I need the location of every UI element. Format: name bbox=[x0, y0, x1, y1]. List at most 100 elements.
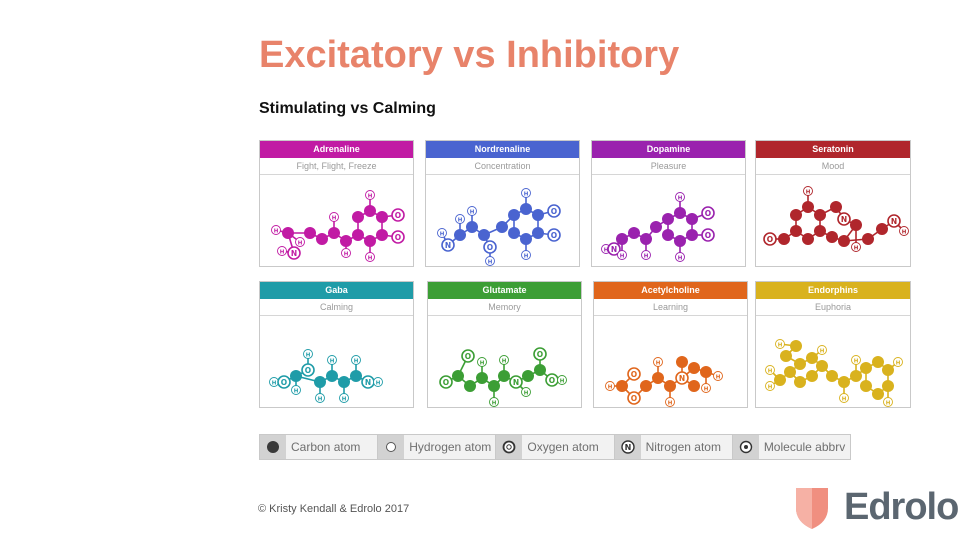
hydrogen-label: H bbox=[306, 352, 311, 358]
hydrogen-label: H bbox=[608, 384, 613, 390]
hydrogen-label: H bbox=[342, 396, 347, 402]
nitrogen-label: N bbox=[611, 245, 617, 254]
hydrogen-label: H bbox=[644, 253, 649, 259]
nitrogen-label: N bbox=[291, 249, 297, 258]
legend-item-hydrogen: Hydrogen atom bbox=[378, 435, 497, 459]
hydrogen-atom bbox=[341, 248, 351, 258]
carbon-atom bbox=[774, 374, 786, 386]
hydrogen-atom bbox=[455, 214, 465, 224]
carbon-atom bbox=[814, 225, 826, 237]
hydrogen-label: H bbox=[854, 245, 859, 251]
nitrogen-label: N bbox=[679, 374, 685, 383]
molecule-abbrv-icon bbox=[732, 435, 759, 459]
hydrogen-label: H bbox=[524, 191, 529, 197]
carbon-atom bbox=[340, 235, 352, 247]
hydrogen-atom bbox=[713, 371, 723, 381]
nitrogen-atom bbox=[887, 214, 901, 228]
hydrogen-label: H bbox=[678, 195, 683, 201]
carbon-atom bbox=[508, 227, 520, 239]
carbon-atom bbox=[326, 370, 338, 382]
hydrogen-atom bbox=[521, 188, 531, 198]
nitrogen-atom bbox=[509, 375, 523, 389]
oxygen-label: O bbox=[705, 209, 711, 218]
carbon-atom bbox=[522, 370, 534, 382]
carbon-atom bbox=[338, 376, 350, 388]
hydrogen-label: H bbox=[896, 360, 901, 366]
hydrogen-label: H bbox=[480, 360, 485, 366]
hydrogen-atom bbox=[893, 357, 903, 367]
carbon-atom bbox=[838, 235, 850, 247]
oxygen-atom bbox=[439, 375, 453, 389]
carbon-atom bbox=[806, 370, 818, 382]
carbon-atom bbox=[464, 380, 476, 392]
hydrogen-atom bbox=[339, 393, 349, 403]
carbon-atom bbox=[316, 233, 328, 245]
carbon-atom bbox=[676, 356, 688, 368]
carbon-atom bbox=[780, 350, 792, 362]
hydrogen-label: H bbox=[344, 251, 349, 257]
hydrogen-atom bbox=[899, 226, 909, 236]
hydrogen-label: H bbox=[778, 342, 783, 348]
carbon-atom bbox=[478, 229, 490, 241]
hydrogen-atom bbox=[617, 250, 627, 260]
carbon-atom bbox=[876, 223, 888, 235]
oxygen-atom bbox=[533, 347, 547, 361]
oxygen-label: O bbox=[487, 243, 493, 252]
carbon-atom bbox=[532, 227, 544, 239]
hydrogen-atom bbox=[351, 355, 361, 365]
carbon-atom bbox=[352, 229, 364, 241]
hydrogen-label: H bbox=[354, 358, 359, 364]
carbon-atom bbox=[826, 370, 838, 382]
carbon-atom bbox=[790, 225, 802, 237]
carbon-atom bbox=[790, 340, 802, 352]
carbon-atom bbox=[790, 209, 802, 221]
carbon-atom bbox=[674, 207, 686, 219]
hydrogen-atom bbox=[365, 252, 375, 262]
card-title: Adrenaline bbox=[260, 141, 413, 158]
carbon-atom bbox=[802, 201, 814, 213]
carbon-atom bbox=[784, 366, 796, 378]
hydrogen-atom bbox=[365, 190, 375, 200]
legend-label: Oxygen atom bbox=[522, 435, 614, 459]
card-effect: Fight, Flight, Freeze bbox=[260, 158, 413, 175]
carbon-atom bbox=[700, 366, 712, 378]
hydrogen-label: H bbox=[488, 259, 493, 265]
oxygen-atom bbox=[277, 375, 291, 389]
carbon-atom bbox=[778, 233, 790, 245]
oxygen-label: O bbox=[551, 231, 557, 240]
oxygen-label: O bbox=[465, 352, 471, 361]
carbon-atom bbox=[452, 370, 464, 382]
hydrogen-label: H bbox=[842, 396, 847, 402]
legend-label: Hydrogen atom bbox=[404, 435, 496, 459]
card-effect: Learning bbox=[594, 299, 747, 316]
hydrogen-label: H bbox=[820, 348, 825, 354]
legend-item-molecule: Molecule abbrv bbox=[732, 435, 851, 459]
hydrogen-atom bbox=[883, 397, 893, 407]
edrolo-logo: Edrolo bbox=[794, 484, 959, 530]
oxygen-label: O bbox=[767, 235, 773, 244]
carbon-atom-icon bbox=[260, 435, 286, 459]
carbon-atom bbox=[838, 376, 850, 388]
carbon-atom bbox=[532, 209, 544, 221]
card-acetylcholine: Acetylcholine Learning H O O N H H H H bbox=[593, 281, 748, 408]
oxygen-label: O bbox=[551, 207, 557, 216]
card-effect: Mood bbox=[756, 158, 910, 175]
hydrogen-atom bbox=[701, 383, 711, 393]
carbon-atom bbox=[686, 229, 698, 241]
page-subtitle: Stimulating vs Calming bbox=[259, 100, 436, 117]
hydrogen-atom bbox=[327, 355, 337, 365]
carbon-atom bbox=[686, 213, 698, 225]
legend-item-nitrogen: N Nitrogen atom bbox=[614, 435, 733, 459]
molecule-diagram: H H H H H H H H bbox=[765, 339, 903, 407]
oxygen-atom bbox=[547, 204, 561, 218]
hydrogen-atom bbox=[817, 345, 827, 355]
carbon-atom bbox=[652, 372, 664, 384]
